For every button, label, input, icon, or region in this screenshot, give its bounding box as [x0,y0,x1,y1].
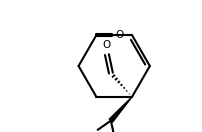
Polygon shape [109,97,132,122]
Text: O: O [103,40,111,50]
Text: O: O [115,30,123,40]
